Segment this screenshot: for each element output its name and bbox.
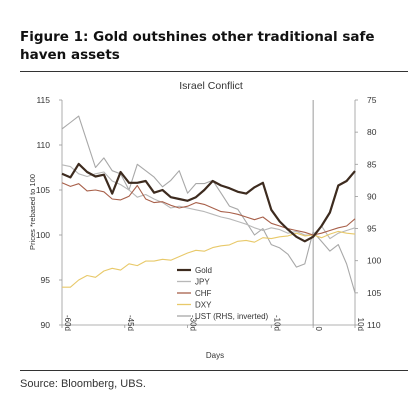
x-tick-label--10d: -10d [272,315,281,331]
y-tick-label-right-75: 75 [367,95,377,105]
title-rule [20,71,408,72]
figure-title: Figure 1: Gold outshines other tradition… [20,29,375,63]
y-tick-label-left-95: 95 [41,275,51,285]
x-axis-label: Days [206,351,224,360]
y-tick-label-right-85: 85 [367,159,377,169]
legend-label-ust-rhs-inverted: UST (RHS, inverted) [195,312,269,321]
source-note: Source: Bloomberg, UBS. [20,378,146,390]
y-tick-label-left-90: 90 [41,320,51,330]
y-tick-label-left-105: 105 [36,185,50,195]
legend-label-chf: CHF [195,289,212,298]
source-rule [20,370,408,371]
y-tick-label-left-110: 110 [36,140,50,150]
y-tick-label-right-80: 80 [367,127,377,137]
x-tick-label--45d: -45d [126,315,135,331]
series-line-jpy [61,164,356,240]
series-layer [61,115,356,294]
y-tick-label-right-105: 105 [367,288,381,298]
axes: 90 95 100 105 110 115 75 80 85 90 95 100 105 110 -60d -… [36,95,382,332]
x-tick-label--30d: -30d [189,315,198,331]
y-tick-label-left-100: 100 [36,230,50,240]
legend-label-dxy: DXY [195,301,212,310]
series-line-gold [61,162,356,243]
y-tick-label-right-95: 95 [367,224,377,234]
x-tick-label-10d: 10d [356,318,365,331]
legend-label-jpy: JPY [195,278,210,287]
series-line-chf [61,182,356,236]
y-tick-label-left-115: 115 [36,95,50,105]
y-tick-label-right-110: 110 [367,320,381,330]
legend: Gold JPY CHF DXY UST (RHS, inverted) [177,266,269,321]
legend-label-gold: Gold [195,266,212,275]
chart-title: Israel Conflict [179,80,243,92]
y-tick-label-right-90: 90 [367,191,377,201]
x-tick-label-0: 0 [314,327,323,332]
series-line-dxy [62,230,356,288]
x-tick-label--60d: -60d [63,315,72,331]
y-tick-label-right-100: 100 [367,256,381,266]
line-chart: Israel Conflict Prices *rebased to 100 D… [28,80,382,360]
y-axis-label: Prices *rebased to 100 [28,174,37,250]
series-line-ust-rhs-inverted [61,115,356,294]
